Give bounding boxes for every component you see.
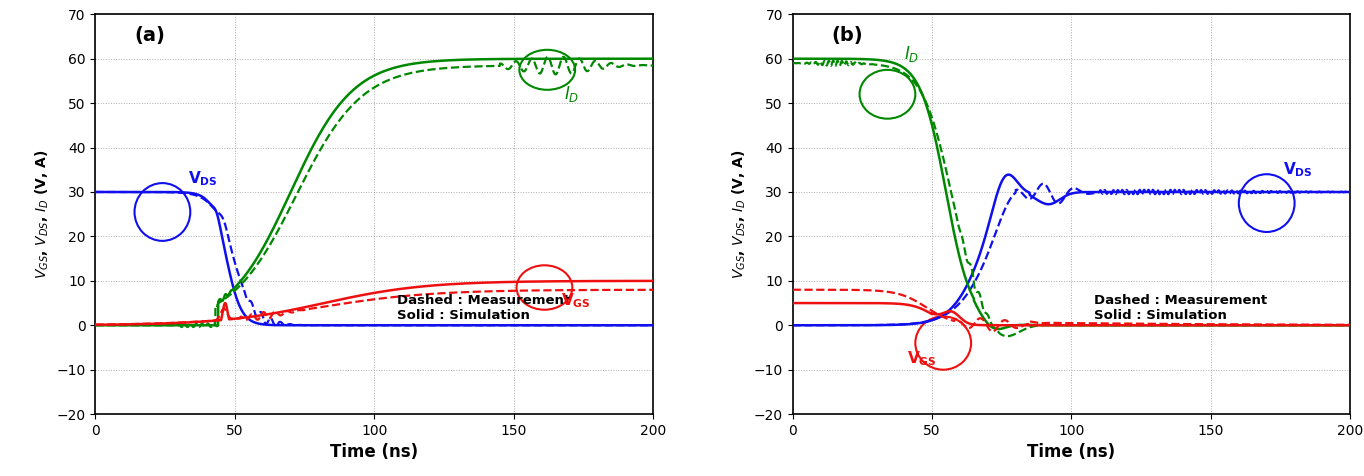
- Text: (b): (b): [832, 26, 863, 45]
- Text: $\mathbf{\it{I}_D}$: $\mathbf{\it{I}_D}$: [563, 84, 580, 104]
- X-axis label: Time (ns): Time (ns): [1027, 444, 1116, 461]
- Text: $\mathbf{V_{DS}}$: $\mathbf{V_{DS}}$: [1284, 160, 1314, 179]
- Text: Dashed : Measurement
Solid : Simulation: Dashed : Measurement Solid : Simulation: [397, 294, 570, 322]
- Text: $\mathbf{V_{GS}}$: $\mathbf{V_{GS}}$: [561, 291, 591, 310]
- X-axis label: Time (ns): Time (ns): [330, 444, 419, 461]
- Text: $\mathbf{V_{GS}}$: $\mathbf{V_{GS}}$: [907, 349, 937, 368]
- Text: $\mathbf{\it{I}_D}$: $\mathbf{\it{I}_D}$: [904, 44, 919, 64]
- Y-axis label: $V_{GS}$, $V_{DS}$, $I_D$ (V, A): $V_{GS}$, $V_{DS}$, $I_D$ (V, A): [731, 149, 747, 279]
- Y-axis label: $V_{GS}$, $V_{DS}$, $I_D$ (V, A): $V_{GS}$, $V_{DS}$, $I_D$ (V, A): [34, 149, 50, 279]
- Text: $\mathbf{V_{DS}}$: $\mathbf{V_{DS}}$: [187, 169, 217, 188]
- Text: (a): (a): [135, 26, 165, 45]
- Text: Dashed : Measurement
Solid : Simulation: Dashed : Measurement Solid : Simulation: [1094, 294, 1267, 322]
